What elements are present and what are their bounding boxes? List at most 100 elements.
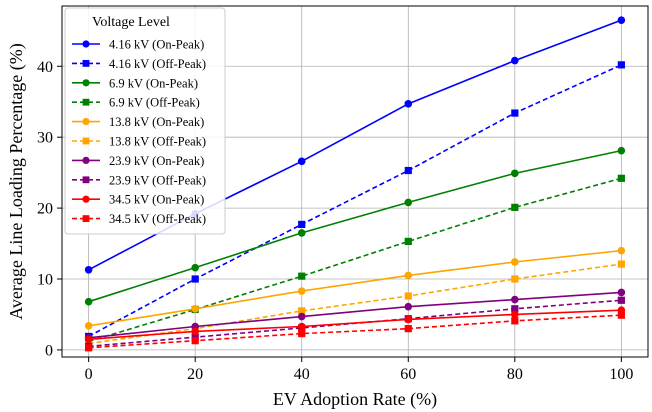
data-point bbox=[404, 237, 412, 246]
data-point bbox=[617, 260, 625, 268]
series-2 bbox=[84, 146, 626, 306]
data-point bbox=[404, 302, 413, 311]
legend-entry: 34.5 kV (On-Peak) bbox=[72, 193, 204, 207]
data-point bbox=[404, 292, 412, 300]
series-9 bbox=[85, 311, 625, 352]
x-axis-label: EV Adoption Rate (%) bbox=[273, 389, 437, 410]
legend-label: 13.8 kV (On-Peak) bbox=[109, 115, 204, 129]
x-tick-label: 20 bbox=[187, 366, 203, 383]
data-point bbox=[297, 229, 306, 237]
series-line bbox=[88, 263, 622, 345]
legend-marker bbox=[82, 118, 90, 126]
x-tick-label: 80 bbox=[507, 366, 523, 383]
data-point bbox=[191, 327, 199, 336]
data-point bbox=[511, 169, 519, 178]
data-point bbox=[404, 100, 413, 108]
legend-entry: 6.9 kV (On-Peak) bbox=[72, 76, 198, 90]
legend-label: 23.9 kV (On-Peak) bbox=[109, 154, 204, 168]
x-tick-label: 60 bbox=[400, 366, 416, 383]
y-tick-label: 40 bbox=[37, 59, 53, 76]
legend: Voltage Level 4.16 kV (On-Peak) 4.16 kV (… bbox=[64, 7, 226, 235]
data-point bbox=[297, 312, 306, 321]
legend-marker bbox=[82, 137, 90, 145]
data-point bbox=[85, 344, 93, 352]
data-point bbox=[511, 56, 519, 65]
data-point bbox=[617, 146, 626, 155]
series-line bbox=[88, 309, 622, 341]
data-point bbox=[297, 322, 306, 331]
data-point bbox=[617, 311, 625, 319]
data-point bbox=[191, 275, 199, 283]
legend-marker bbox=[82, 195, 90, 203]
legend-label: 23.9 kV (Off-Peak) bbox=[109, 173, 206, 187]
data-point bbox=[617, 296, 625, 304]
legend-marker bbox=[82, 79, 90, 87]
legend-marker bbox=[82, 176, 90, 184]
legend-entry: 34.5 kV (Off-Peak) bbox=[72, 212, 206, 226]
data-point bbox=[297, 157, 306, 166]
series-4 bbox=[84, 246, 626, 330]
legend-label: 13.8 kV (Off-Peak) bbox=[109, 135, 206, 149]
legend-label: 6.9 kV (Off-Peak) bbox=[109, 96, 200, 110]
legend-title: Voltage Level bbox=[92, 15, 170, 30]
legend-entry: 6.9 kV (Off-Peak) bbox=[72, 96, 200, 110]
legend-label: 34.5 kV (Off-Peak) bbox=[109, 212, 206, 226]
data-point bbox=[191, 304, 199, 313]
plot-frame bbox=[61, 5, 649, 358]
y-tick-label: 30 bbox=[37, 130, 53, 147]
data-point bbox=[298, 272, 306, 280]
data-point bbox=[404, 271, 413, 280]
legend-entry: 4.16 kV (On-Peak) bbox=[72, 38, 204, 52]
data-point bbox=[84, 265, 93, 274]
x-tick-label: 100 bbox=[609, 366, 633, 383]
legend-entry: 13.8 kV (Off-Peak) bbox=[72, 135, 206, 149]
y-tick-label: 20 bbox=[37, 201, 53, 218]
data-point bbox=[617, 174, 625, 182]
data-point bbox=[404, 166, 412, 175]
legend-marker bbox=[82, 98, 90, 106]
legend-entry: 23.9 kV (Off-Peak) bbox=[72, 173, 206, 187]
legend-entry: 4.16 kV (Off-Peak) bbox=[72, 57, 206, 71]
series-line bbox=[88, 149, 622, 303]
data-point bbox=[511, 305, 519, 313]
data-point bbox=[297, 287, 306, 295]
y-tick-label: 10 bbox=[37, 272, 53, 289]
data-point bbox=[404, 198, 413, 207]
series-line bbox=[88, 64, 622, 338]
data-point bbox=[511, 275, 519, 283]
data-point bbox=[298, 220, 306, 228]
legend-label: 4.16 kV (On-Peak) bbox=[109, 38, 204, 52]
x-tick-label: 0 bbox=[85, 366, 93, 383]
legend-box bbox=[64, 7, 226, 235]
data-point bbox=[404, 315, 413, 324]
data-point bbox=[84, 322, 93, 330]
series-line bbox=[88, 314, 622, 349]
data-point bbox=[404, 325, 412, 333]
legend-marker bbox=[82, 215, 90, 222]
data-point bbox=[298, 307, 306, 315]
data-point bbox=[511, 310, 519, 319]
series-line bbox=[88, 249, 622, 327]
legend-label: 6.9 kV (On-Peak) bbox=[109, 76, 198, 90]
legend-entry: 23.9 kV (On-Peak) bbox=[72, 154, 204, 168]
data-point bbox=[191, 337, 199, 345]
data-point bbox=[511, 203, 519, 211]
legend-label: 4.16 kV (Off-Peak) bbox=[109, 57, 206, 71]
data-point bbox=[617, 288, 626, 297]
legend-label: 34.5 kV (On-Peak) bbox=[109, 193, 204, 207]
data-point bbox=[191, 263, 199, 272]
data-point bbox=[511, 317, 519, 325]
x-tick-label: 40 bbox=[294, 366, 310, 383]
legend-marker bbox=[82, 156, 90, 164]
legend-marker bbox=[82, 40, 90, 48]
data-point bbox=[617, 246, 626, 255]
data-point bbox=[617, 61, 625, 69]
y-axis-label: Average Line Loading Percentage (%) bbox=[6, 43, 27, 320]
data-point bbox=[511, 109, 519, 117]
legend-marker bbox=[82, 60, 90, 67]
legend-entry: 13.8 kV (On-Peak) bbox=[72, 115, 204, 129]
data-point bbox=[84, 335, 93, 344]
series-line bbox=[88, 291, 622, 339]
series-line bbox=[88, 177, 622, 343]
